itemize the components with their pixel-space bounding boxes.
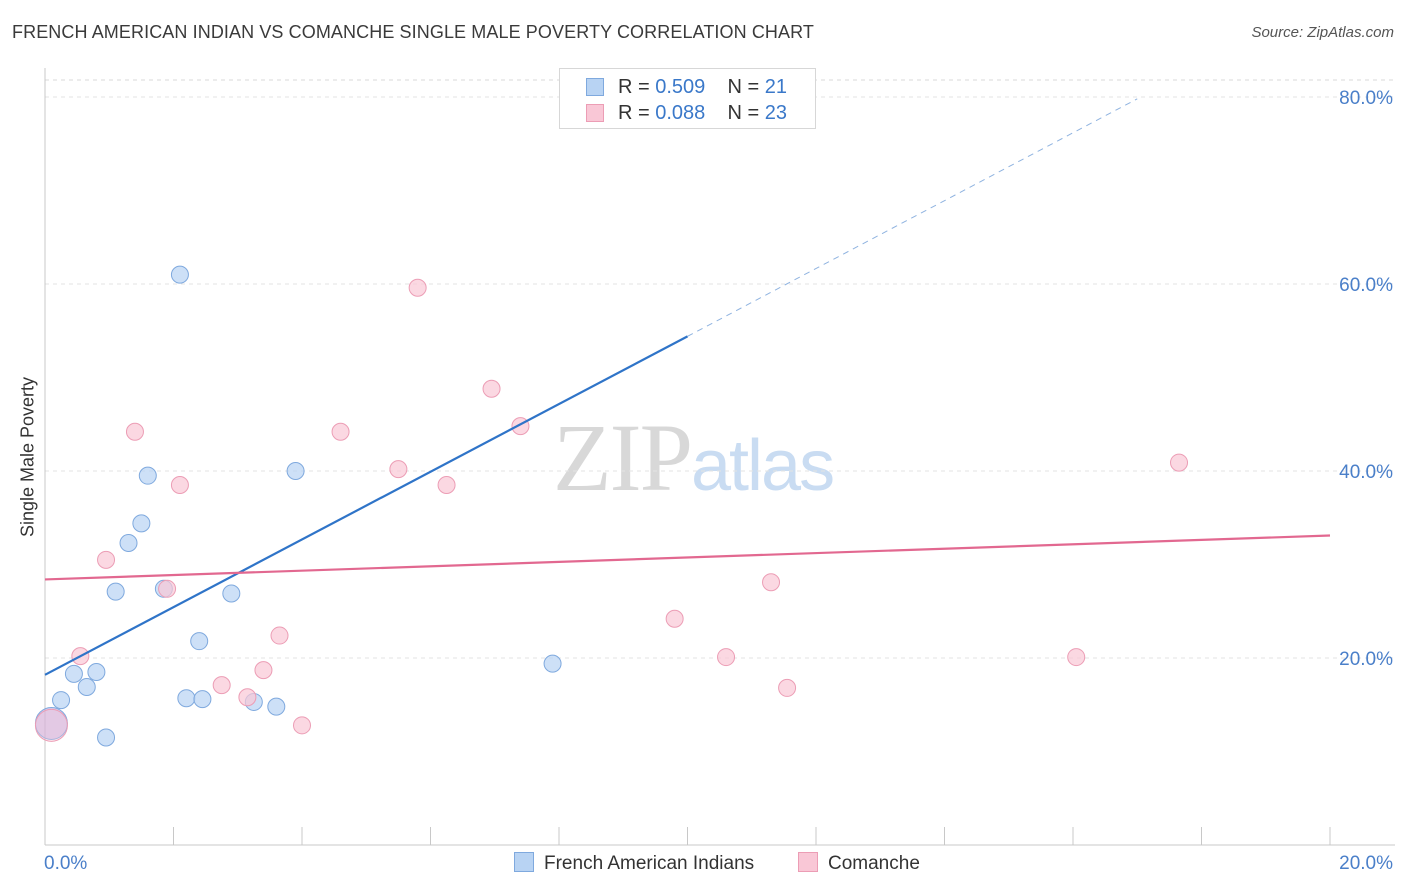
legend-n-label: N = — [727, 102, 760, 124]
watermark-atlas: atlas — [691, 426, 835, 506]
data-point-comanche — [212, 676, 231, 695]
y-axis-label: Single Male Poverty — [17, 376, 38, 538]
legend-r-value: 0.509 — [655, 76, 706, 98]
data-point-french-american-indians — [97, 728, 116, 747]
trend-line-extension — [687, 98, 1138, 337]
legend-swatch-blue — [586, 78, 604, 96]
data-point-comanche — [437, 476, 456, 495]
data-point-french-american-indians — [222, 584, 241, 603]
source-label: Source: ZipAtlas.com — [1251, 24, 1394, 41]
data-point-french-american-indians — [87, 663, 106, 682]
data-point-french-american-indians — [543, 654, 562, 673]
legend-r-label: R = — [618, 76, 650, 98]
data-point-comanche — [97, 550, 116, 569]
watermark: ZIPatlas — [553, 402, 835, 513]
data-point-french-american-indians — [267, 697, 286, 716]
bottom-legend-swatch-pink — [798, 852, 818, 872]
data-point-comanche — [158, 579, 177, 598]
trend-line-comanche — [44, 534, 1331, 581]
data-point-comanche — [482, 379, 501, 398]
data-point-comanche — [717, 648, 736, 667]
data-point-comanche — [762, 573, 781, 592]
data-point-french-american-indians — [190, 632, 209, 651]
y-tick-label: 20.0% — [1339, 649, 1393, 670]
data-point-comanche — [270, 626, 289, 645]
bottom-legend-comanche: Comanche — [798, 852, 920, 875]
data-point-french-american-indians — [52, 691, 71, 710]
data-point-comanche — [170, 476, 189, 495]
bottom-legend-french-american-indians: French American Indians — [514, 852, 754, 875]
data-point-comanche — [293, 716, 311, 735]
bottom-legend-label: French American Indians — [544, 853, 755, 874]
data-point-comanche — [331, 422, 350, 441]
data-point-comanche — [238, 688, 257, 707]
chart-title: FRENCH AMERICAN INDIAN VS COMANCHE SINGL… — [12, 22, 815, 42]
legend-n-value: 23 — [764, 102, 788, 124]
data-point-french-american-indians — [132, 514, 151, 533]
data-point-french-american-indians — [106, 582, 125, 601]
legend-r-label: R = — [618, 102, 650, 124]
bottom-legend-swatch-blue — [514, 852, 534, 872]
data-point-comanche — [408, 278, 427, 297]
data-point-comanche — [778, 678, 797, 697]
data-point-comanche — [1170, 453, 1189, 472]
data-point-french-american-indians — [119, 533, 138, 552]
y-tick-label: 40.0% — [1339, 462, 1393, 483]
data-point-french-american-indians — [170, 265, 189, 284]
data-point-comanche — [389, 460, 408, 479]
data-point-french-american-indians — [286, 462, 305, 480]
bottom-legend-label: Comanche — [828, 853, 920, 874]
data-point-french-american-indians — [64, 664, 83, 683]
legend-n-value: 21 — [764, 76, 788, 98]
y-tick-label: 60.0% — [1339, 275, 1393, 296]
y-tick-label: 80.0% — [1339, 88, 1393, 109]
data-point-comanche — [665, 609, 684, 628]
data-point-french-american-indians — [177, 689, 196, 708]
x-tick-label: 0.0% — [44, 853, 87, 874]
legend-r-value: 0.088 — [655, 102, 706, 124]
watermark-zip: ZIP — [553, 404, 693, 511]
correlation-legend: R = 0.509 N = 21 R = 0.088 N = 23 — [559, 68, 816, 129]
x-tick-label: 20.0% — [1339, 853, 1393, 874]
data-point-french-american-indians — [77, 677, 96, 696]
legend-swatch-pink — [586, 104, 604, 122]
data-point-comanche — [34, 708, 68, 742]
trend-line-french-american-indians — [44, 335, 689, 676]
data-point-french-american-indians — [138, 466, 157, 485]
data-point-comanche — [125, 422, 144, 441]
legend-n-label: N = — [727, 76, 760, 98]
data-point-comanche — [1067, 648, 1086, 667]
data-point-comanche — [254, 661, 273, 680]
data-point-french-american-indians — [193, 690, 212, 709]
